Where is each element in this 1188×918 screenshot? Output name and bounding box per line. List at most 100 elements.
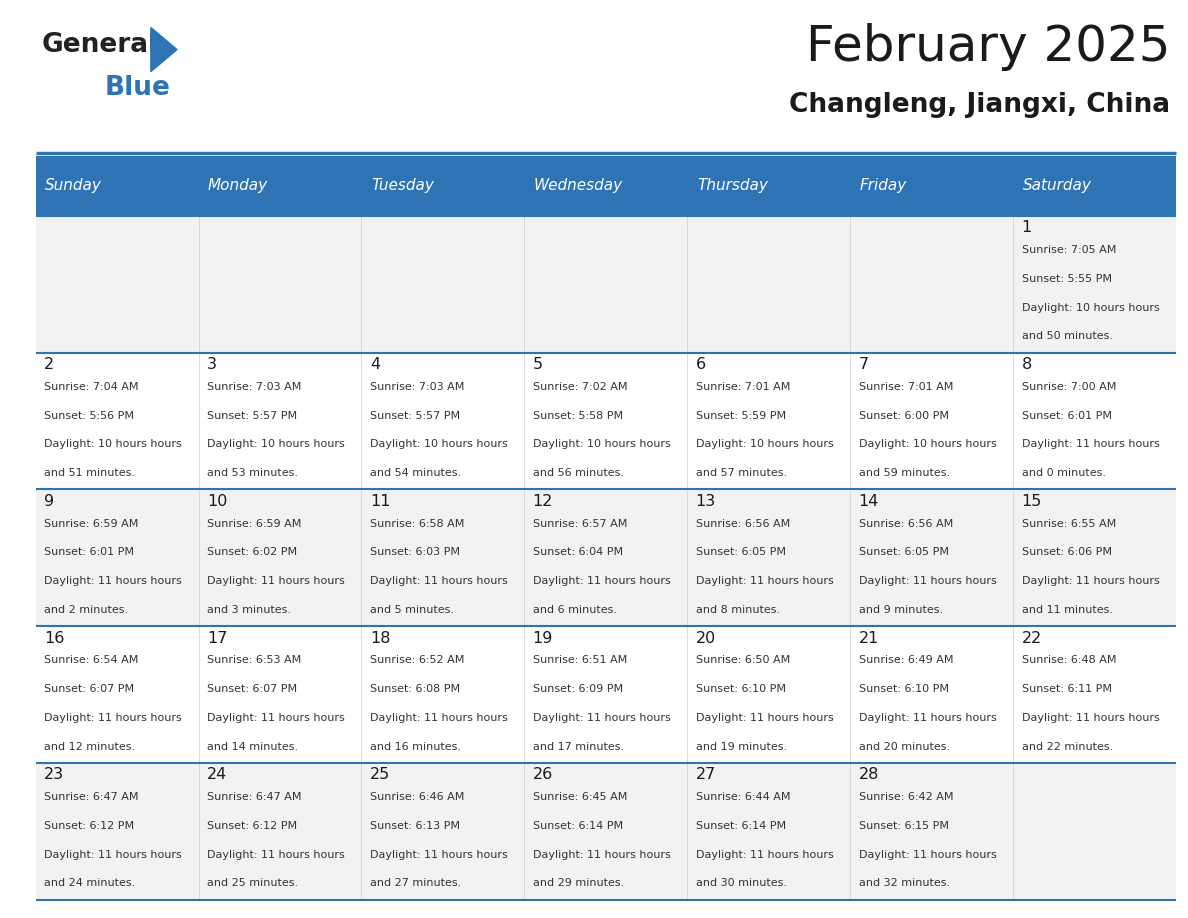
Bar: [36, 626, 198, 763]
Text: Saturday: Saturday: [1023, 178, 1092, 194]
Text: Daylight: 10 hours hours: Daylight: 10 hours hours: [859, 440, 997, 449]
Text: Daylight: 11 hours hours: Daylight: 11 hours hours: [859, 850, 997, 859]
Text: 9: 9: [44, 494, 55, 509]
Text: Daylight: 11 hours hours: Daylight: 11 hours hours: [859, 577, 997, 586]
Text: Sunset: 6:02 PM: Sunset: 6:02 PM: [207, 547, 297, 557]
Text: Daylight: 10 hours hours: Daylight: 10 hours hours: [1022, 303, 1159, 312]
Text: and 32 minutes.: and 32 minutes.: [859, 879, 949, 889]
Text: Sunrise: 7:01 AM: Sunrise: 7:01 AM: [859, 382, 953, 392]
Text: Friday: Friday: [860, 178, 906, 194]
Text: 6: 6: [696, 357, 706, 372]
Bar: [851, 156, 1013, 216]
Text: 22: 22: [1022, 631, 1042, 645]
Text: Daylight: 11 hours hours: Daylight: 11 hours hours: [696, 850, 834, 859]
Text: Daylight: 11 hours hours: Daylight: 11 hours hours: [369, 850, 507, 859]
Text: Tuesday: Tuesday: [371, 178, 434, 194]
Text: Sunset: 6:11 PM: Sunset: 6:11 PM: [1022, 684, 1112, 694]
Bar: [1013, 156, 1176, 216]
Text: Changleng, Jiangxi, China: Changleng, Jiangxi, China: [789, 92, 1170, 118]
Text: and 51 minutes.: and 51 minutes.: [44, 468, 135, 478]
Text: Sunrise: 6:56 AM: Sunrise: 6:56 AM: [859, 519, 953, 529]
Text: and 11 minutes.: and 11 minutes.: [1022, 605, 1112, 615]
Text: Sunrise: 6:54 AM: Sunrise: 6:54 AM: [44, 655, 138, 666]
Text: Sunset: 6:09 PM: Sunset: 6:09 PM: [532, 684, 623, 694]
Text: 11: 11: [369, 494, 391, 509]
Text: and 6 minutes.: and 6 minutes.: [532, 605, 617, 615]
Text: Daylight: 11 hours hours: Daylight: 11 hours hours: [44, 850, 182, 859]
Text: Sunrise: 7:05 AM: Sunrise: 7:05 AM: [1022, 245, 1116, 255]
Text: 17: 17: [207, 631, 227, 645]
Text: Sunrise: 6:52 AM: Sunrise: 6:52 AM: [369, 655, 465, 666]
Bar: [198, 489, 361, 626]
Text: and 29 minutes.: and 29 minutes.: [532, 879, 624, 889]
Text: Sunset: 6:06 PM: Sunset: 6:06 PM: [1022, 547, 1112, 557]
Text: Sunrise: 6:59 AM: Sunrise: 6:59 AM: [44, 519, 138, 529]
Bar: [688, 626, 851, 763]
Text: Blue: Blue: [105, 75, 170, 101]
Text: Sunrise: 6:48 AM: Sunrise: 6:48 AM: [1022, 655, 1116, 666]
Text: Sunrise: 6:56 AM: Sunrise: 6:56 AM: [696, 519, 790, 529]
Text: 13: 13: [696, 494, 716, 509]
Text: Sunset: 5:55 PM: Sunset: 5:55 PM: [1022, 274, 1112, 284]
Text: Daylight: 11 hours hours: Daylight: 11 hours hours: [44, 713, 182, 722]
Text: Sunset: 6:01 PM: Sunset: 6:01 PM: [1022, 410, 1112, 420]
Bar: [361, 626, 524, 763]
Text: Sunrise: 6:51 AM: Sunrise: 6:51 AM: [532, 655, 627, 666]
Text: Daylight: 11 hours hours: Daylight: 11 hours hours: [696, 713, 834, 722]
Text: and 16 minutes.: and 16 minutes.: [369, 742, 461, 752]
Text: Sunset: 6:15 PM: Sunset: 6:15 PM: [859, 821, 948, 831]
Text: 16: 16: [44, 631, 64, 645]
Text: and 30 minutes.: and 30 minutes.: [696, 879, 786, 889]
Text: and 53 minutes.: and 53 minutes.: [207, 468, 298, 478]
Text: and 0 minutes.: and 0 minutes.: [1022, 468, 1106, 478]
Bar: [688, 216, 851, 353]
Text: Sunset: 6:05 PM: Sunset: 6:05 PM: [696, 547, 785, 557]
Text: Sunrise: 7:00 AM: Sunrise: 7:00 AM: [1022, 382, 1116, 392]
Bar: [36, 216, 198, 353]
Bar: [688, 763, 851, 900]
Text: Sunrise: 7:04 AM: Sunrise: 7:04 AM: [44, 382, 139, 392]
Text: Sunrise: 6:46 AM: Sunrise: 6:46 AM: [369, 792, 465, 802]
Bar: [851, 216, 1013, 353]
Text: Thursday: Thursday: [697, 178, 767, 194]
Bar: [198, 156, 361, 216]
Text: and 59 minutes.: and 59 minutes.: [859, 468, 949, 478]
Text: 2: 2: [44, 357, 55, 372]
Text: Daylight: 11 hours hours: Daylight: 11 hours hours: [207, 577, 345, 586]
Text: Daylight: 11 hours hours: Daylight: 11 hours hours: [1022, 713, 1159, 722]
Text: and 50 minutes.: and 50 minutes.: [1022, 331, 1112, 341]
Text: 1: 1: [1022, 220, 1031, 235]
Text: and 22 minutes.: and 22 minutes.: [1022, 742, 1113, 752]
Text: Sunset: 5:57 PM: Sunset: 5:57 PM: [369, 410, 460, 420]
Text: and 5 minutes.: and 5 minutes.: [369, 605, 454, 615]
Bar: [1013, 216, 1176, 353]
Text: February 2025: February 2025: [805, 23, 1170, 71]
Text: 21: 21: [859, 631, 879, 645]
Text: Daylight: 11 hours hours: Daylight: 11 hours hours: [532, 713, 670, 722]
Text: Daylight: 11 hours hours: Daylight: 11 hours hours: [369, 713, 507, 722]
Text: Sunset: 6:08 PM: Sunset: 6:08 PM: [369, 684, 460, 694]
Bar: [198, 353, 361, 489]
Text: 18: 18: [369, 631, 391, 645]
Bar: [524, 763, 688, 900]
Text: and 20 minutes.: and 20 minutes.: [859, 742, 949, 752]
Text: Sunset: 6:05 PM: Sunset: 6:05 PM: [859, 547, 948, 557]
Bar: [1013, 353, 1176, 489]
Text: Sunset: 6:10 PM: Sunset: 6:10 PM: [859, 684, 948, 694]
Text: Sunset: 6:12 PM: Sunset: 6:12 PM: [207, 821, 297, 831]
Text: Sunrise: 6:58 AM: Sunrise: 6:58 AM: [369, 519, 465, 529]
Text: Sunrise: 6:50 AM: Sunrise: 6:50 AM: [696, 655, 790, 666]
Text: Sunrise: 6:59 AM: Sunrise: 6:59 AM: [207, 519, 302, 529]
Text: Daylight: 11 hours hours: Daylight: 11 hours hours: [532, 577, 670, 586]
Text: and 24 minutes.: and 24 minutes.: [44, 879, 135, 889]
Text: 27: 27: [696, 767, 716, 782]
Text: Daylight: 11 hours hours: Daylight: 11 hours hours: [369, 577, 507, 586]
Text: Daylight: 10 hours hours: Daylight: 10 hours hours: [207, 440, 345, 449]
Text: Sunday: Sunday: [45, 178, 102, 194]
Bar: [688, 353, 851, 489]
Bar: [1013, 763, 1176, 900]
Text: Sunset: 6:14 PM: Sunset: 6:14 PM: [696, 821, 785, 831]
Text: 19: 19: [532, 631, 554, 645]
Bar: [198, 763, 361, 900]
Text: and 12 minutes.: and 12 minutes.: [44, 742, 135, 752]
